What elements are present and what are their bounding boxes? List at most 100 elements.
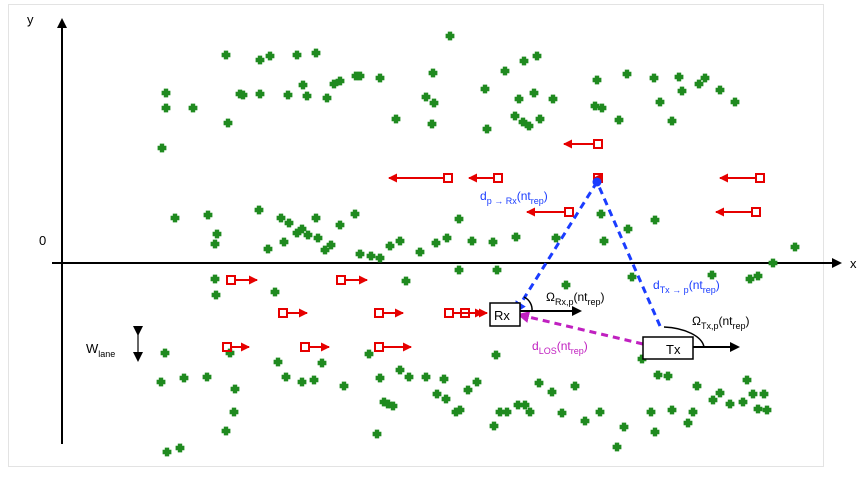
rx-box xyxy=(489,302,521,327)
scatterer-dot xyxy=(442,233,452,243)
scatterer-dot xyxy=(211,290,221,300)
scatterer-dot xyxy=(548,94,558,104)
scatterer-dot xyxy=(667,116,677,126)
vehicle-westbound xyxy=(526,207,574,217)
scatterer-dot xyxy=(428,68,438,78)
scatterer-dot xyxy=(570,381,580,391)
scatterer-dot xyxy=(427,119,437,129)
scatterer-dot xyxy=(281,372,291,382)
scatterer-dot xyxy=(595,407,605,417)
scatterer-dot xyxy=(596,209,606,219)
scatterer-dot xyxy=(432,389,442,399)
scatterer-dot xyxy=(302,91,312,101)
scatterer-dot xyxy=(534,378,544,388)
diagram-panel xyxy=(8,4,824,467)
scatterer-dot xyxy=(525,407,535,417)
scatterer-dot xyxy=(614,115,624,125)
scatterer-dot xyxy=(303,230,313,240)
scatterer-dot xyxy=(283,90,293,100)
scatterer-dot xyxy=(745,274,755,284)
vehicle-westbound xyxy=(563,139,603,149)
path-scatterer-to-rx xyxy=(514,181,599,314)
scatterer-point-p xyxy=(592,177,602,187)
scatterer-dot xyxy=(339,381,349,391)
label-omega-tx: ΩTx,p(ntrep) xyxy=(692,314,750,331)
scatterer-dot xyxy=(759,389,769,399)
vehicle-body xyxy=(444,308,454,318)
scatterer-dot xyxy=(223,118,233,128)
rx-node: Rx xyxy=(489,296,582,327)
scatterer-dot xyxy=(599,236,609,246)
scatterer-dot xyxy=(561,280,571,290)
scatterer-dot xyxy=(454,265,464,275)
scatterer-dot xyxy=(273,357,283,367)
scatterer-dot xyxy=(627,272,637,282)
scatterer-dot xyxy=(649,73,659,83)
scatterer-dot xyxy=(655,97,665,107)
scatterer-dot xyxy=(188,103,198,113)
scatterer-dot xyxy=(210,239,220,249)
scatterer-dot xyxy=(292,50,302,60)
lane-width-subscript: lane xyxy=(98,349,115,359)
path-tx-to-scatterer xyxy=(595,181,662,327)
scatterer-dot xyxy=(431,238,441,248)
scatterer-dot xyxy=(715,85,725,95)
scatterer-dot xyxy=(753,404,763,414)
vehicle-eastbound xyxy=(374,342,412,352)
scatterer-dot xyxy=(161,103,171,113)
scatterer-dot xyxy=(725,399,735,409)
scatterer-dot xyxy=(520,400,530,410)
scatterer-dot xyxy=(350,209,360,219)
scatterer-dot xyxy=(221,50,231,60)
scatterer-dot xyxy=(401,276,411,286)
scatterer-dot xyxy=(748,389,758,399)
scatterer-dot xyxy=(421,372,431,382)
scatterer-dot xyxy=(175,443,185,453)
scatterer-dot xyxy=(221,426,231,436)
x-axis-label: x xyxy=(850,256,857,271)
scatterer-dot xyxy=(753,271,763,281)
scatterer-dot xyxy=(270,287,280,297)
scatterer-dot xyxy=(590,101,600,111)
scatterer-dot xyxy=(510,111,520,121)
scatterer-dot xyxy=(514,94,524,104)
scatterer-dot xyxy=(265,51,275,61)
scatterer-dot xyxy=(212,229,222,239)
scatterer-cloud xyxy=(156,31,800,457)
scatterer-dot xyxy=(309,375,319,385)
scatterer-dot xyxy=(388,401,398,411)
vehicle-body xyxy=(755,173,765,183)
scatterer-dot xyxy=(238,90,248,100)
road-lanes xyxy=(160,125,765,367)
scatterer-dot xyxy=(790,242,800,252)
vehicle-eastbound xyxy=(374,308,404,318)
scatterer-dot xyxy=(623,224,633,234)
scatterer-dot xyxy=(511,232,521,242)
scatterer-dot xyxy=(375,73,385,83)
scatterer-dot xyxy=(663,371,673,381)
scatterer-dot xyxy=(160,348,170,358)
scatterer-dot xyxy=(439,374,449,384)
scatterer-dot xyxy=(612,442,622,452)
tx-label: Tx xyxy=(666,342,681,357)
rx-label: Rx xyxy=(494,308,510,323)
scatterer-dot xyxy=(683,418,693,428)
tx-node: Tx xyxy=(642,326,740,360)
scatterer-dot xyxy=(730,97,740,107)
vehicle-body xyxy=(300,342,310,352)
scatterer-dot xyxy=(557,408,567,418)
vehicle-body xyxy=(336,275,346,285)
scatterer-dot xyxy=(161,88,171,98)
lane-width-marker: Wlane xyxy=(86,326,143,362)
scatterer-dot xyxy=(482,124,492,134)
scatterer-dot xyxy=(202,372,212,382)
origin-label: 0 xyxy=(39,233,46,248)
scatterer-dot xyxy=(372,429,382,439)
vehicle-westbound xyxy=(468,173,503,183)
scatterer-dot xyxy=(230,384,240,394)
scatterer-dot xyxy=(700,73,710,83)
scatterer-dot xyxy=(441,394,451,404)
scatterer-dot xyxy=(355,249,365,259)
scatterer-dot xyxy=(674,72,684,82)
scatterer-dot xyxy=(622,69,632,79)
